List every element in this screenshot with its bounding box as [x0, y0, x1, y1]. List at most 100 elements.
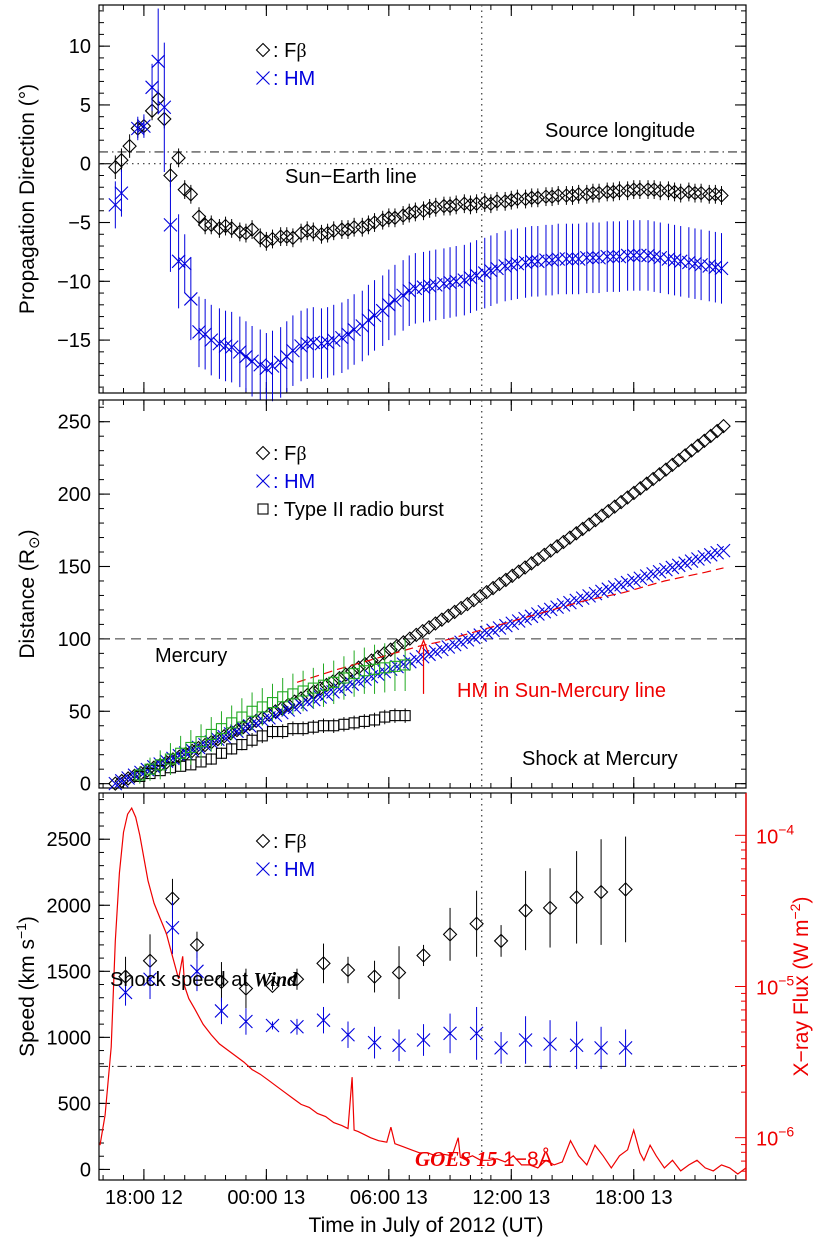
- data-point: [375, 212, 390, 228]
- data-point: [665, 457, 680, 473]
- data-point: [708, 187, 723, 202]
- y-tick-label: 2500: [47, 829, 92, 851]
- right-axis-tick-base: 10: [756, 1129, 778, 1151]
- data-point: [457, 196, 472, 211]
- data-point: [205, 753, 217, 765]
- data-point: [265, 359, 280, 373]
- data-point: [421, 620, 437, 635]
- y-axis-label: Propagation Direction (°): [16, 84, 39, 314]
- data-point: [252, 230, 268, 246]
- data-point: [175, 747, 187, 759]
- data-point: [639, 476, 654, 491]
- legend-marker: [255, 833, 271, 849]
- data-point: [497, 194, 513, 209]
- data-point: [183, 292, 198, 306]
- y-tick-label: 50: [69, 701, 91, 723]
- legend-marker: [257, 503, 269, 515]
- legend-label-text: : F: [273, 40, 296, 62]
- data-point: [565, 252, 580, 266]
- data-point: [334, 222, 350, 237]
- annotation-hm-mercury-line: HM in Sun-Mercury line: [457, 680, 666, 702]
- data-point: [245, 354, 259, 369]
- data-point: [607, 499, 622, 514]
- data-point: [544, 189, 560, 204]
- data-point: [586, 250, 600, 265]
- data-point: [416, 203, 431, 219]
- data-point: [646, 182, 662, 197]
- data-point: [338, 667, 354, 682]
- y-axis-label-end: ): [16, 529, 39, 536]
- data-point: [300, 336, 315, 351]
- data-point: [177, 182, 192, 197]
- data-point: [667, 184, 682, 200]
- y-tick-label: 5: [80, 95, 91, 117]
- data-point: [319, 677, 334, 693]
- data-point: [620, 490, 635, 505]
- data-point: [122, 138, 137, 154]
- data-point: [466, 592, 482, 608]
- data-point: [316, 1013, 331, 1028]
- data-point: [416, 1033, 431, 1047]
- data-point: [585, 185, 601, 201]
- data-point: [177, 256, 192, 271]
- data-point: [606, 184, 621, 200]
- legend-label: : Fβ: [273, 443, 307, 465]
- data-point: [226, 717, 238, 729]
- legend-label-greek: β: [296, 443, 306, 465]
- data-point: [579, 187, 595, 202]
- annotation-source-longitude: Source longitude: [545, 120, 695, 142]
- y-axis-label: Speed (km s−1): [13, 916, 39, 1057]
- data-point: [189, 937, 205, 953]
- data-point: [191, 209, 207, 224]
- data-point: [434, 612, 450, 627]
- data-line: [296, 567, 724, 683]
- data-point: [620, 183, 635, 199]
- data-point: [367, 1035, 382, 1050]
- y-tick-label: 0: [80, 1159, 91, 1181]
- data-point: [408, 627, 424, 643]
- y-tick-label: 250: [58, 412, 91, 434]
- annotation-shock-speed-text: Shock speed at: [110, 969, 253, 991]
- data-point: [538, 189, 554, 204]
- data-point: [191, 740, 206, 756]
- legend-label-text: : HM: [273, 471, 315, 493]
- data-point: [591, 185, 607, 201]
- right-axis-tick-base: 10: [756, 826, 778, 848]
- legend-label: : Fβ: [273, 40, 307, 62]
- data-point: [442, 927, 458, 942]
- right-axis-tick-label: 10−4: [756, 821, 794, 848]
- annotation-goes-band: 1−8Å: [497, 1148, 552, 1171]
- y-tick-label: −15: [57, 330, 91, 352]
- right-axis-tick-label: 10−5: [756, 973, 794, 1000]
- data-point: [197, 217, 213, 233]
- data-point: [399, 659, 411, 671]
- data-point: [238, 225, 254, 241]
- data-point: [684, 443, 699, 458]
- data-point: [559, 252, 574, 266]
- data-point: [314, 226, 329, 242]
- data-point: [490, 261, 504, 276]
- data-point: [265, 231, 280, 247]
- data-point: [588, 512, 603, 528]
- data-point: [224, 340, 239, 355]
- data-point: [381, 210, 397, 226]
- data-point: [395, 208, 411, 223]
- y-tick-label: 100: [58, 629, 91, 651]
- data-point: [287, 694, 302, 709]
- data-point: [145, 80, 159, 95]
- right-axis-tick-exp: −5: [778, 973, 794, 989]
- data-point: [114, 186, 129, 201]
- data-point: [279, 229, 295, 244]
- data-point: [559, 188, 574, 203]
- data-point: [268, 704, 283, 719]
- annotation-arrow-head: [417, 638, 430, 654]
- right-axis-label-text: X−ray Flux (W m: [790, 920, 813, 1077]
- data-point: [144, 103, 160, 119]
- right-axis-tick-label: 10−6: [756, 1124, 794, 1151]
- data-point: [469, 1026, 484, 1041]
- data-point: [204, 333, 219, 347]
- data-point: [381, 297, 396, 312]
- data-point: [355, 219, 370, 235]
- legend-marker: [256, 71, 270, 85]
- y-axis-label: Distance (R⊙): [16, 529, 43, 658]
